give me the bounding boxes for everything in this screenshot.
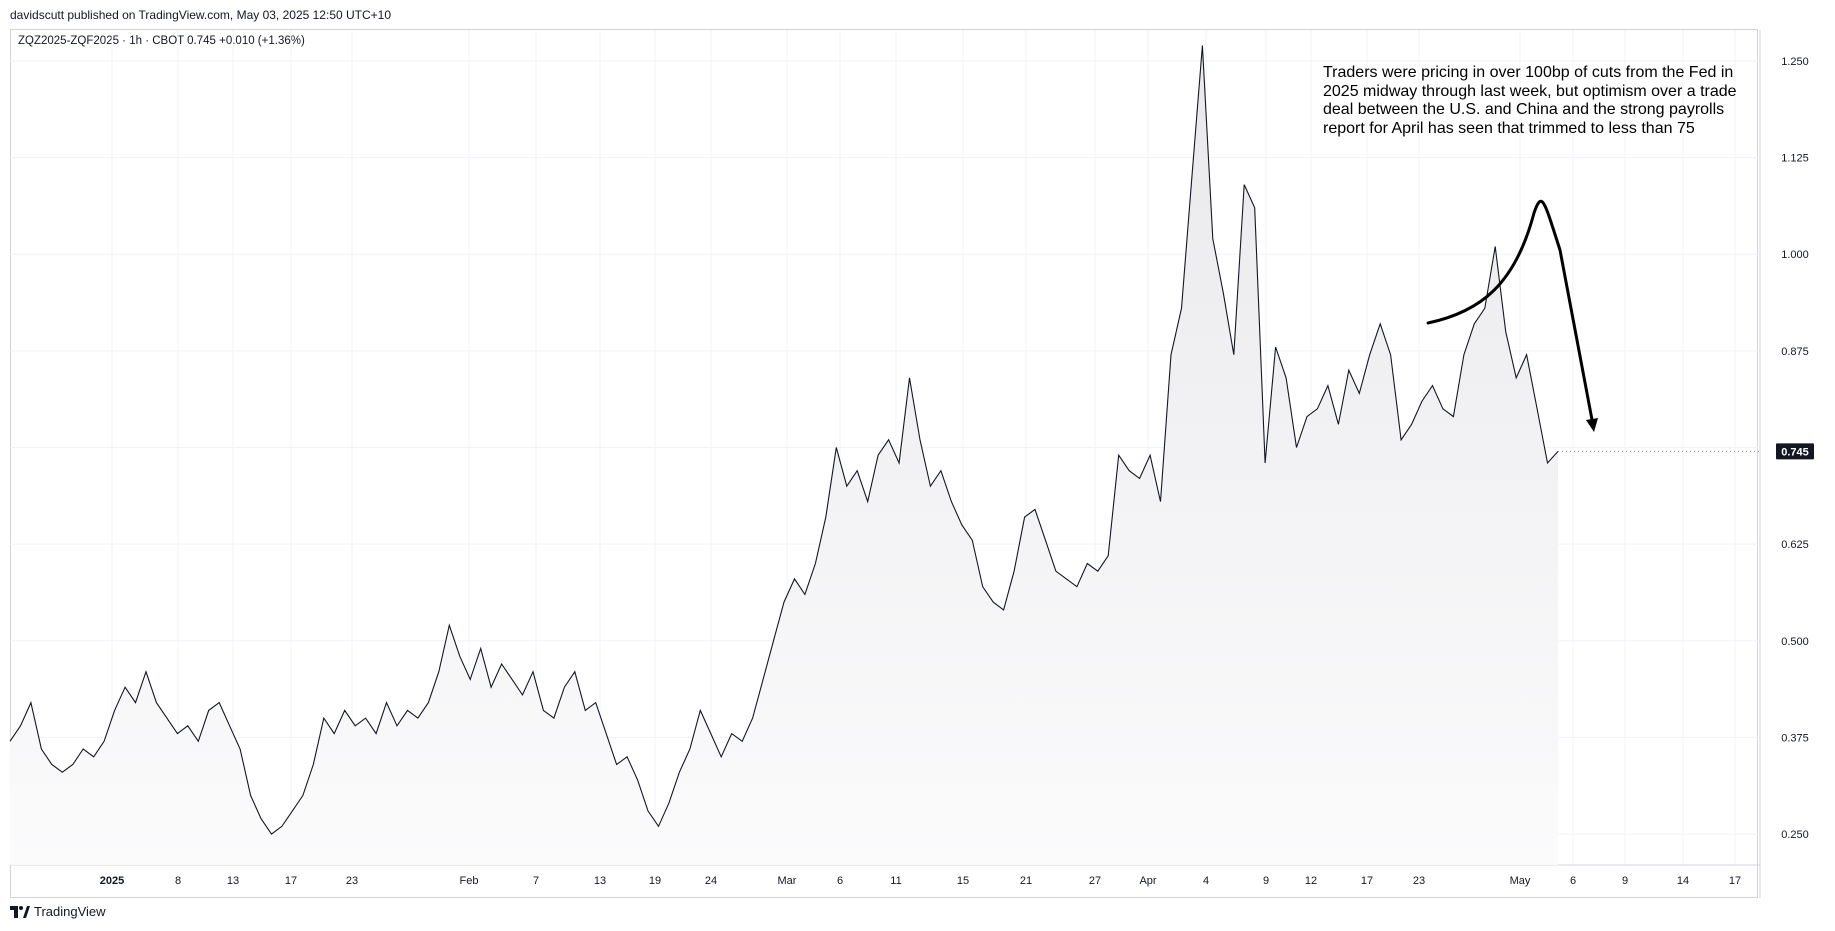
- x-tick-label: 15: [957, 875, 969, 887]
- x-tick-label: 13: [594, 875, 606, 887]
- y-tick-label: 1.125: [1781, 153, 1809, 165]
- x-tick-label: 23: [346, 875, 358, 887]
- x-tick-label: 19: [649, 875, 661, 887]
- last-price-label: 0.745: [1781, 446, 1809, 458]
- annotation-text: Traders were pricing in over 100bp of cu…: [1323, 64, 1737, 137]
- x-tick-label: 4: [1203, 875, 1209, 887]
- y-tick-label: 0.875: [1781, 346, 1809, 358]
- x-tick-label: 14: [1677, 875, 1689, 887]
- x-tick-label: 7: [533, 875, 539, 887]
- x-tick-label: 9: [1622, 875, 1628, 887]
- y-tick-label: 0.500: [1781, 636, 1809, 648]
- publisher-line: davidscutt published on TradingView.com,…: [10, 8, 392, 22]
- x-tick-label: 23: [1413, 875, 1425, 887]
- y-tick-label: 1.250: [1781, 56, 1809, 68]
- x-tick-label: 12: [1305, 875, 1317, 887]
- chart-frame: [10, 29, 1758, 898]
- y-tick-label: 0.375: [1781, 732, 1809, 744]
- x-tick-label: Mar: [778, 875, 797, 887]
- x-tick-label: 6: [1570, 875, 1576, 887]
- footer-brand[interactable]: TradingView: [10, 904, 106, 919]
- annotation-arrow: [1426, 199, 1595, 427]
- x-tick-label: 21: [1020, 875, 1032, 887]
- area-fill: [10, 45, 1558, 865]
- price-line: [9, 45, 1559, 835]
- x-tick-label: 8: [175, 875, 181, 887]
- x-tick-label: 11: [890, 875, 901, 887]
- x-tick-label: May: [1510, 875, 1531, 887]
- x-tick-label: 17: [1729, 875, 1741, 887]
- x-tick-label: 2025: [100, 875, 124, 887]
- brand-label: TradingView: [34, 904, 106, 919]
- x-tick-label: 13: [227, 875, 239, 887]
- y-tick-label: 0.250: [1781, 829, 1809, 841]
- x-tick-label: 17: [285, 875, 297, 887]
- y-tick-label: 1.000: [1781, 249, 1809, 261]
- tradingview-logo-icon: [10, 905, 30, 918]
- x-tick-label: 9: [1263, 875, 1269, 887]
- y-tick-label: 0.625: [1781, 539, 1809, 551]
- x-tick-label: 17: [1361, 875, 1373, 887]
- x-tick-label: Feb: [460, 875, 479, 887]
- arrow-head-icon: [1586, 418, 1598, 432]
- x-tick-label: 6: [837, 875, 843, 887]
- x-tick-label: 27: [1089, 875, 1101, 887]
- x-tick-label: 24: [705, 875, 717, 887]
- x-tick-label: Apr: [1139, 875, 1156, 887]
- last-price-tag: [1776, 443, 1814, 460]
